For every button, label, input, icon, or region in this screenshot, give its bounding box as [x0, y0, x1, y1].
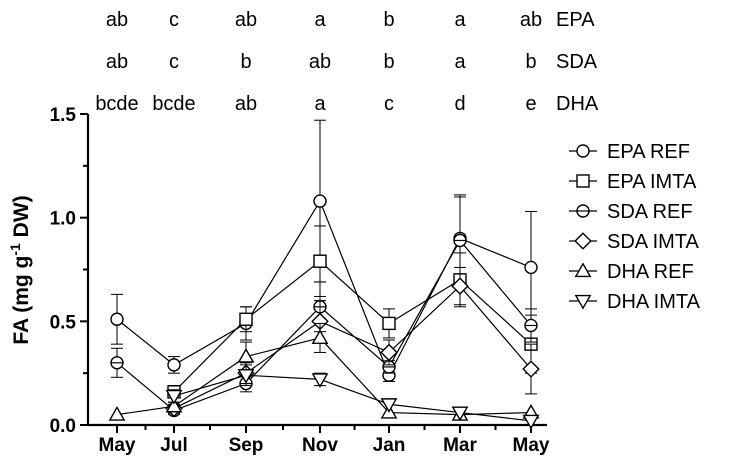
- letter-row-label: EPA: [556, 9, 595, 31]
- x-tick-label: Sep: [229, 435, 264, 456]
- chart-legend: EPA REF EPA IMTA SDA REF SDA IMTA DHA REF DHA…: [569, 141, 701, 313]
- significance-letter: ab: [235, 93, 257, 115]
- x-tick-label: Jan: [373, 435, 406, 456]
- significance-letter: b: [383, 51, 394, 73]
- legend-label: EPA REF: [607, 141, 690, 163]
- legend-item: EPA IMTA: [569, 171, 697, 193]
- legend-label: SDA IMTA: [607, 231, 700, 253]
- legend-marker: [574, 232, 592, 250]
- legend-marker: [576, 174, 590, 188]
- significance-letter: bcde: [152, 93, 195, 115]
- data-point: [165, 397, 183, 413]
- legend-item: SDA REF: [569, 201, 693, 223]
- data-point: [311, 373, 329, 388]
- data-point: [380, 343, 398, 362]
- significance-letter: d: [454, 93, 465, 115]
- data-point: [167, 358, 181, 372]
- data-point: [382, 316, 396, 331]
- y-tick-label: 0.0: [50, 416, 76, 437]
- significance-letter: c: [384, 93, 394, 115]
- x-tick-label: May: [513, 435, 550, 456]
- data-point: [311, 329, 329, 345]
- y-tick-label: 1.0: [50, 209, 76, 230]
- data-point: [313, 254, 327, 268]
- x-tick-label: Mar: [443, 435, 477, 456]
- legend-item: DHA IMTA: [569, 291, 701, 313]
- legend-marker: [576, 204, 590, 218]
- letter-row-label: SDA: [556, 51, 598, 73]
- data-point: [108, 406, 126, 421]
- significance-letter: e: [525, 93, 536, 115]
- x-tick-label: Jul: [160, 435, 187, 456]
- significance-letter: b: [383, 9, 394, 31]
- significance-letter: b: [525, 51, 536, 73]
- data-point: [110, 312, 124, 326]
- y-axis-label: FA (mg g-1 DW): [7, 195, 33, 344]
- significance-letter: ab: [235, 9, 257, 31]
- data-point: [522, 360, 540, 378]
- series-dha-imta: [165, 364, 540, 430]
- legend-label: SDA REF: [607, 201, 693, 223]
- series-line: [173, 374, 532, 422]
- significance-letter: ab: [106, 51, 128, 73]
- data-point: [165, 389, 183, 405]
- significance-letter: ab: [520, 9, 542, 31]
- data-point: [110, 356, 124, 370]
- data-point: [524, 260, 538, 275]
- data-point: [380, 398, 398, 413]
- significance-letter: b: [240, 51, 251, 73]
- legend-label: DHA REF: [607, 261, 694, 283]
- significance-letter: a: [454, 51, 466, 73]
- plot-area: 0.0 0.5 1.0 1.5 May Jul Sep Nov Jan Mar May: [50, 105, 550, 456]
- series-line: [173, 260, 532, 393]
- data-point: [239, 312, 253, 326]
- data-point: [237, 369, 255, 384]
- series-sda-ref: [110, 196, 538, 418]
- legend-item: DHA REF: [569, 261, 694, 283]
- legend-item: EPA REF: [569, 141, 690, 163]
- significance-letter: c: [169, 9, 179, 31]
- legend-item: SDA IMTA: [569, 231, 700, 253]
- significance-letter: a: [314, 9, 326, 31]
- significance-letter: ab: [106, 9, 128, 31]
- data-point: [237, 347, 255, 363]
- data-point: [451, 406, 469, 422]
- x-tick-label: Nov: [302, 435, 338, 456]
- data-point: [522, 414, 540, 430]
- legend-marker: [574, 262, 592, 278]
- significance-letter: a: [454, 9, 466, 31]
- letter-row-label: DHA: [556, 93, 599, 115]
- y-tick-label: 1.5: [50, 105, 77, 126]
- significance-letter: ab: [309, 51, 331, 73]
- x-tick-label: May: [99, 435, 136, 456]
- significance-letter: bcde: [95, 93, 138, 115]
- data-point: [524, 318, 538, 333]
- legend-label: EPA IMTA: [607, 171, 697, 193]
- significance-letter: a: [314, 93, 326, 115]
- significance-letter: c: [169, 51, 179, 73]
- legend-marker: [574, 294, 592, 310]
- data-point: [451, 277, 469, 295]
- data-point: [453, 233, 467, 248]
- data-point: [313, 194, 327, 208]
- legend-marker: [576, 144, 590, 158]
- y-tick-label: 0.5: [50, 312, 77, 333]
- legend-label: DHA IMTA: [607, 291, 701, 313]
